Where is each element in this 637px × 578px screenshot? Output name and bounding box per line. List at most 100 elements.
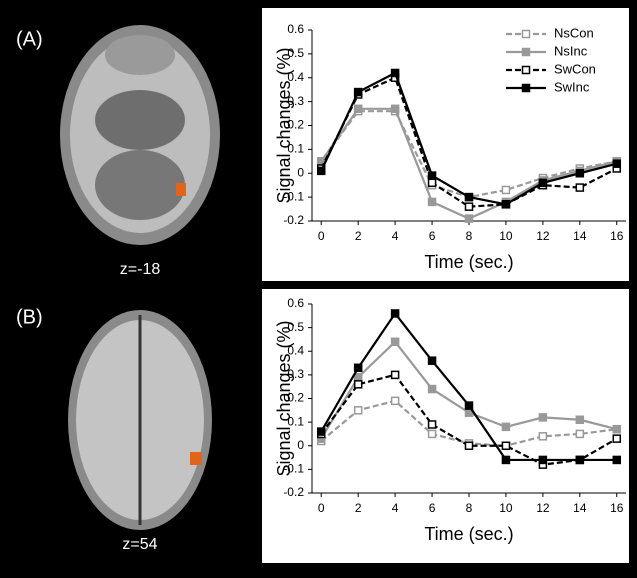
- x-axis-label: Time (sec.): [424, 524, 513, 544]
- y-tick-label: 0.6: [287, 22, 304, 36]
- x-tick-label: 14: [573, 229, 587, 243]
- x-tick-label: 16: [610, 229, 624, 243]
- data-point: [501, 422, 511, 432]
- data-point: [390, 396, 400, 406]
- y-tick-label: -0.2: [283, 213, 304, 227]
- x-tick-label: 8: [466, 229, 473, 243]
- brain-image: [68, 310, 212, 530]
- data-point: [390, 68, 400, 78]
- data-point: [575, 183, 585, 192]
- y-tick-label: 0.6: [287, 296, 304, 310]
- y-tick-label: -0.1: [283, 189, 304, 203]
- x-tick-label: 6: [429, 501, 436, 515]
- data-point: [501, 441, 511, 450]
- panel-label: (B): [16, 306, 43, 328]
- series-line: [320, 76, 618, 208]
- data-point: [575, 169, 585, 178]
- data-point: [612, 434, 622, 443]
- data-point: [390, 370, 400, 380]
- legend-marker: [521, 65, 531, 75]
- y-tick-label: 0.3: [287, 94, 304, 108]
- data-point: [575, 429, 585, 439]
- x-tick-label: 12: [536, 501, 550, 515]
- x-tick-label: 2: [355, 229, 362, 243]
- y-tick-label: -0.2: [283, 485, 304, 499]
- x-tick-label: 0: [318, 501, 325, 515]
- image-caption: z=-18: [120, 261, 161, 278]
- y-tick-label: 0.2: [287, 391, 304, 405]
- image-caption: z=54: [122, 536, 157, 553]
- x-tick-label: 8: [466, 501, 473, 515]
- data-point: [538, 413, 548, 422]
- chart-panel: [262, 8, 629, 281]
- y-tick-label: 0.1: [287, 142, 304, 156]
- data-point: [390, 104, 400, 114]
- legend-marker: [521, 83, 531, 93]
- data-point: [612, 455, 622, 465]
- y-tick-label: 0.4: [287, 343, 304, 357]
- legend-label: NsCon: [554, 25, 594, 40]
- data-point: [575, 455, 585, 465]
- brain-image: [60, 25, 220, 245]
- data-point: [501, 455, 511, 465]
- x-tick-label: 10: [499, 229, 513, 243]
- x-axis-label: Time (sec.): [424, 252, 513, 272]
- data-point: [464, 214, 474, 223]
- x-tick-label: 4: [392, 229, 399, 243]
- data-point: [464, 401, 474, 410]
- data-point: [501, 200, 511, 209]
- y-tick-label: 0: [297, 165, 304, 179]
- data-point: [538, 432, 548, 441]
- legend-marker: [521, 47, 531, 57]
- data-point: [464, 192, 474, 202]
- data-point: [501, 185, 511, 195]
- data-point: [575, 415, 585, 425]
- data-point: [427, 356, 437, 365]
- data-point: [316, 427, 326, 436]
- data-point: [427, 197, 437, 207]
- y-tick-label: 0.5: [287, 46, 304, 60]
- y-axis-label: Signal changes (%): [274, 47, 294, 203]
- x-tick-label: 6: [429, 229, 436, 243]
- data-point: [538, 178, 548, 188]
- data-point: [353, 87, 363, 97]
- data-point: [427, 171, 437, 180]
- panel-label: (A): [16, 28, 43, 50]
- data-point: [390, 337, 400, 347]
- chart-panel: [262, 289, 629, 563]
- data-point: [612, 159, 622, 168]
- series-line: [320, 373, 618, 466]
- x-tick-label: 16: [610, 501, 624, 515]
- x-tick-label: 14: [573, 501, 587, 515]
- y-tick-label: 0: [297, 438, 304, 452]
- x-tick-label: 4: [392, 501, 399, 515]
- data-point: [427, 420, 437, 429]
- data-point: [464, 441, 474, 450]
- data-point: [427, 178, 437, 188]
- x-tick-label: 12: [536, 229, 550, 243]
- data-point: [353, 372, 363, 382]
- legend-label: NsInc: [554, 43, 588, 58]
- data-point: [316, 166, 326, 176]
- data-point: [353, 380, 363, 389]
- y-axis-label: Signal changes (%): [274, 320, 294, 476]
- data-point: [353, 406, 363, 415]
- x-tick-label: 10: [499, 501, 513, 515]
- y-tick-label: 0.5: [287, 320, 304, 334]
- data-point: [353, 363, 363, 373]
- legend-label: SwCon: [554, 61, 596, 76]
- y-tick-label: 0.2: [287, 118, 304, 132]
- y-tick-label: 0.4: [287, 70, 304, 84]
- x-tick-label: 2: [355, 501, 362, 515]
- data-point: [464, 202, 474, 211]
- legend-label: SwInc: [554, 79, 590, 94]
- data-point: [427, 429, 437, 439]
- data-point: [390, 309, 400, 318]
- data-point: [427, 384, 437, 394]
- data-point: [353, 104, 363, 114]
- legend-marker: [521, 29, 531, 39]
- y-tick-label: 0.3: [287, 367, 304, 381]
- data-point: [538, 455, 548, 465]
